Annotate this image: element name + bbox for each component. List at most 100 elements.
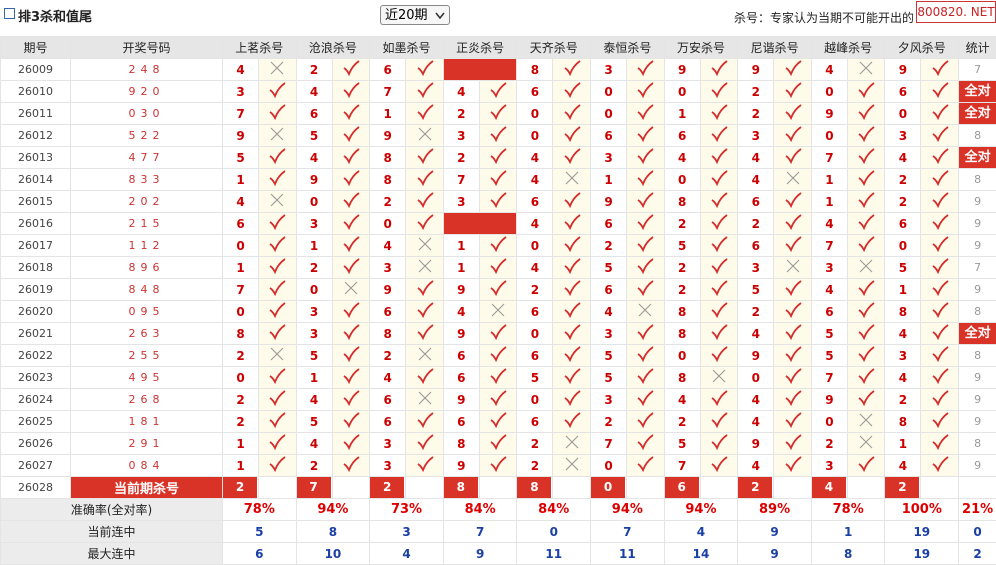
kill-number: 4 — [810, 278, 848, 301]
stat: 9 — [958, 212, 996, 235]
stat-value: 8 — [974, 129, 982, 142]
check-icon — [490, 412, 507, 429]
summary-value: 0 — [516, 520, 592, 543]
result-mark — [405, 322, 444, 345]
issue: 26021 — [0, 322, 71, 345]
check-icon — [490, 192, 507, 209]
cross-icon — [418, 347, 431, 361]
result-mark — [846, 212, 886, 235]
cross-icon — [565, 171, 579, 185]
result-mark — [258, 102, 297, 125]
check-icon — [785, 104, 802, 121]
stat-value: 9 — [974, 459, 982, 472]
kill-number: 7 — [810, 366, 848, 389]
issue: 26012 — [0, 124, 71, 147]
data-row: 26020 095 0 3 6 4 6 4 8 2 6 8 8 — [0, 300, 996, 323]
check-icon — [490, 280, 507, 297]
summary-row: 最大连中 6 10 4 9 11 11 14 9 8 19 2 — [0, 542, 996, 565]
data-row: 26014 833 1 9 8 7 4 1 0 4 1 2 8 — [0, 168, 996, 191]
kill-number: 2 — [663, 410, 701, 433]
kill-number: 9 — [442, 388, 480, 411]
kill-number: 2 — [516, 432, 554, 455]
kill-number: 7 — [222, 278, 259, 301]
select-arrow — [435, 12, 445, 20]
summary-value: 89% — [737, 498, 812, 521]
draw-number: 095 — [70, 300, 223, 323]
kill-number: 2 — [295, 58, 333, 81]
kill-number: 2 — [884, 190, 922, 213]
kill-number: 5 — [663, 432, 701, 455]
result-mark — [626, 322, 665, 345]
result-mark — [920, 410, 960, 433]
result-mark — [846, 366, 886, 389]
check-icon — [343, 456, 360, 473]
result-mark — [552, 388, 592, 411]
check-icon — [785, 60, 802, 77]
check-icon — [637, 170, 654, 187]
kill-number: 6 — [663, 124, 701, 147]
result-mark — [626, 124, 665, 147]
check-icon — [637, 82, 654, 99]
data-row: 26026 291 1 4 3 8 2 7 5 9 2 1 8 — [0, 432, 996, 455]
period-select[interactable]: 近20期 — [380, 5, 450, 25]
kill-number: 5 — [295, 124, 333, 147]
check-icon — [932, 60, 949, 77]
result-mark — [552, 322, 592, 345]
result-mark — [331, 300, 371, 323]
result-mark — [920, 190, 960, 213]
kill-number: 6 — [590, 124, 628, 147]
summary-value: 8 — [810, 542, 886, 565]
result-mark — [920, 454, 960, 477]
result-mark — [846, 168, 886, 191]
result-mark — [626, 300, 665, 323]
cross-icon — [786, 171, 799, 185]
result-mark — [846, 344, 886, 367]
cross-icon — [270, 61, 284, 75]
stat-value: 全对 — [959, 323, 996, 344]
kill-number: 2 — [369, 344, 407, 367]
result-mark — [405, 366, 444, 389]
summary-value: 94% — [663, 498, 739, 521]
kill-number: 5 — [884, 256, 922, 279]
kill-number: 9 — [222, 124, 259, 147]
check-icon — [269, 104, 286, 121]
current-kill: 7 — [295, 476, 333, 499]
data-row: 26027 084 1 2 3 9 2 0 7 4 3 4 9 — [0, 454, 996, 477]
kill-number: 4 — [516, 146, 554, 169]
kill-number: 4 — [737, 410, 775, 433]
stat-value: 8 — [974, 349, 982, 362]
stat-value: 9 — [974, 415, 982, 428]
kill-number: 0 — [222, 234, 259, 257]
check-icon — [785, 192, 802, 209]
check-icon — [490, 258, 507, 275]
stat: 9 — [958, 388, 996, 411]
result-mark — [699, 366, 739, 389]
cross-icon — [859, 413, 873, 427]
summary-value: 100% — [884, 498, 960, 521]
kill-number: 2 — [884, 168, 922, 191]
check-icon — [711, 60, 728, 77]
kill-number: 8 — [369, 322, 407, 345]
stat-value: 8 — [974, 173, 982, 186]
kill-number: 6 — [369, 58, 407, 81]
result-mark — [846, 454, 886, 477]
kill-number: 9 — [663, 58, 701, 81]
check-icon — [858, 236, 875, 253]
check-icon — [564, 258, 581, 275]
result-mark — [478, 124, 518, 147]
kill-number: 4 — [369, 234, 407, 257]
summary-value: 6 — [222, 542, 297, 565]
data-row: 26021 263 8 3 8 9 0 3 8 4 5 4 全对 — [0, 322, 996, 345]
kill-number: 6 — [590, 278, 628, 301]
check-icon — [269, 302, 286, 319]
draw-number: 202 — [70, 190, 223, 213]
kill-number: 6 — [516, 344, 554, 367]
cross-icon — [859, 259, 873, 273]
kill-number: 3 — [737, 256, 775, 279]
kill-number: 3 — [442, 124, 480, 147]
draw-number: 477 — [70, 146, 223, 169]
draw-number: 848 — [70, 278, 223, 301]
current-kill: 2 — [884, 476, 922, 499]
result-mark — [331, 278, 371, 301]
stat-value: 9 — [974, 371, 982, 384]
